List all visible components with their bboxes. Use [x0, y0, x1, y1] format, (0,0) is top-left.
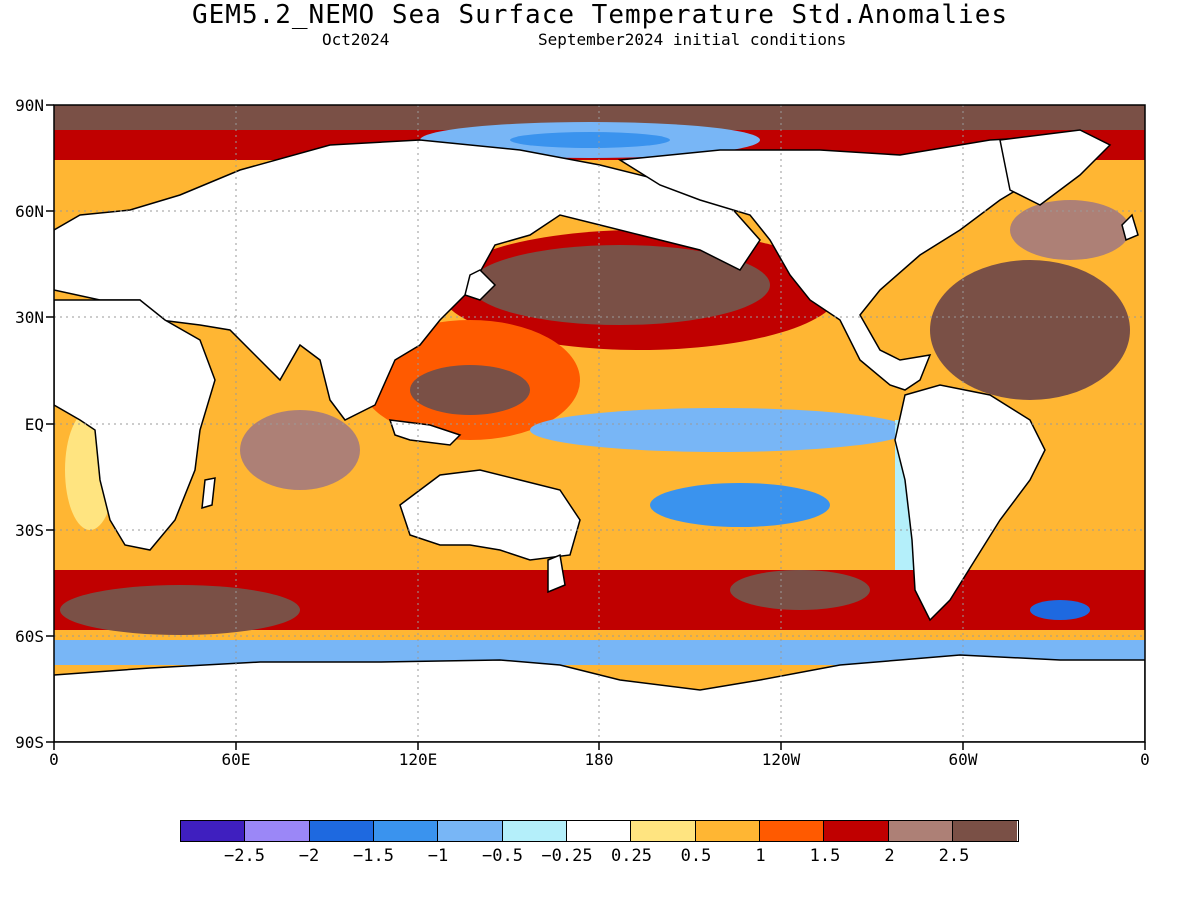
north-pacific-hot-core	[470, 245, 770, 325]
south-pacific-cold	[650, 483, 830, 527]
color-bar-swatch	[760, 821, 825, 841]
color-bar-label: −0.5	[482, 846, 523, 866]
lat-label-60n: 60N	[15, 202, 44, 221]
color-bar-swatch	[888, 821, 954, 841]
arctic-cold-core	[510, 132, 670, 148]
color-bar-swatch	[631, 821, 696, 841]
indian-ocean-warm	[240, 410, 360, 490]
color-bar-label: −2	[298, 846, 320, 866]
lat-label-30s: 30S	[15, 521, 44, 540]
lon-label-180: 180	[584, 750, 614, 769]
chart-title: GEM5.2_NEMO Sea Surface Temperature Std.…	[191, 0, 1008, 30]
color-bar-swatch	[309, 821, 375, 841]
madagascar	[201, 477, 216, 510]
eurasia	[54, 139, 761, 421]
lon-label-120w: 120W	[761, 750, 801, 769]
subpolar-atlantic-warm	[1010, 200, 1130, 260]
lat-label-60s: 60S	[15, 627, 44, 646]
color-bar-label: −0.25	[541, 846, 593, 866]
initial-conditions-label: September2024 initial conditions	[538, 30, 847, 49]
lon-label-60e: 60E	[221, 750, 251, 769]
britain	[1121, 213, 1139, 242]
lat-label-eq: EQ	[24, 415, 44, 434]
lon-label-0-east: 0	[1140, 750, 1150, 769]
color-bar-label: 0.5	[680, 846, 712, 866]
land-masses	[54, 129, 1145, 742]
color-bar-swatch	[953, 821, 1018, 841]
equatorial-cold-tongue	[530, 408, 910, 452]
africa	[54, 299, 216, 551]
color-bar-swatch	[181, 821, 246, 841]
north-atlantic-hot	[930, 260, 1130, 400]
west-pacific-hot-core	[410, 365, 530, 415]
color-bar-label: −1	[427, 846, 449, 866]
south-america	[894, 384, 1046, 622]
antarctica	[54, 654, 1145, 742]
lat-label-30n: 30N	[15, 308, 44, 327]
japan	[464, 269, 497, 301]
australia	[399, 469, 581, 561]
color-bar	[180, 820, 1019, 842]
color-bar-label: 0.25	[611, 846, 652, 866]
lat-label-90s: 90S	[15, 733, 44, 752]
color-bar-swatch	[695, 821, 761, 841]
south-atlantic-cold	[1030, 600, 1090, 620]
color-bar-label: −2.5	[224, 846, 265, 866]
color-bar-label: −1.5	[353, 846, 394, 866]
new-zealand	[547, 553, 566, 594]
lat-label-90n: 90N	[15, 96, 44, 115]
valid-month-label: Oct2024	[322, 30, 390, 49]
color-bar-swatch	[567, 821, 632, 841]
color-bar-label: 2	[884, 846, 895, 866]
axis-ticks	[46, 104, 1146, 750]
graticule	[54, 105, 1145, 742]
color-bar-swatch	[824, 821, 889, 841]
lon-label-120e: 120E	[398, 750, 438, 769]
lon-label-0: 0	[49, 750, 59, 769]
color-bar-swatch	[502, 821, 568, 841]
color-bar-label: 1.5	[809, 846, 841, 866]
anomaly-map	[46, 104, 1146, 750]
color-bar-swatch	[438, 821, 503, 841]
color-bar-swatch	[374, 821, 439, 841]
south-indian-hot	[60, 585, 300, 635]
greenland	[999, 129, 1112, 206]
color-bar-swatch	[245, 821, 310, 841]
lon-label-60w: 60W	[948, 750, 978, 769]
south-pacific-hot	[730, 570, 870, 610]
color-bar-label: 2.5	[938, 846, 970, 866]
indonesia	[388, 419, 462, 446]
color-bar-label: 1	[755, 846, 766, 866]
